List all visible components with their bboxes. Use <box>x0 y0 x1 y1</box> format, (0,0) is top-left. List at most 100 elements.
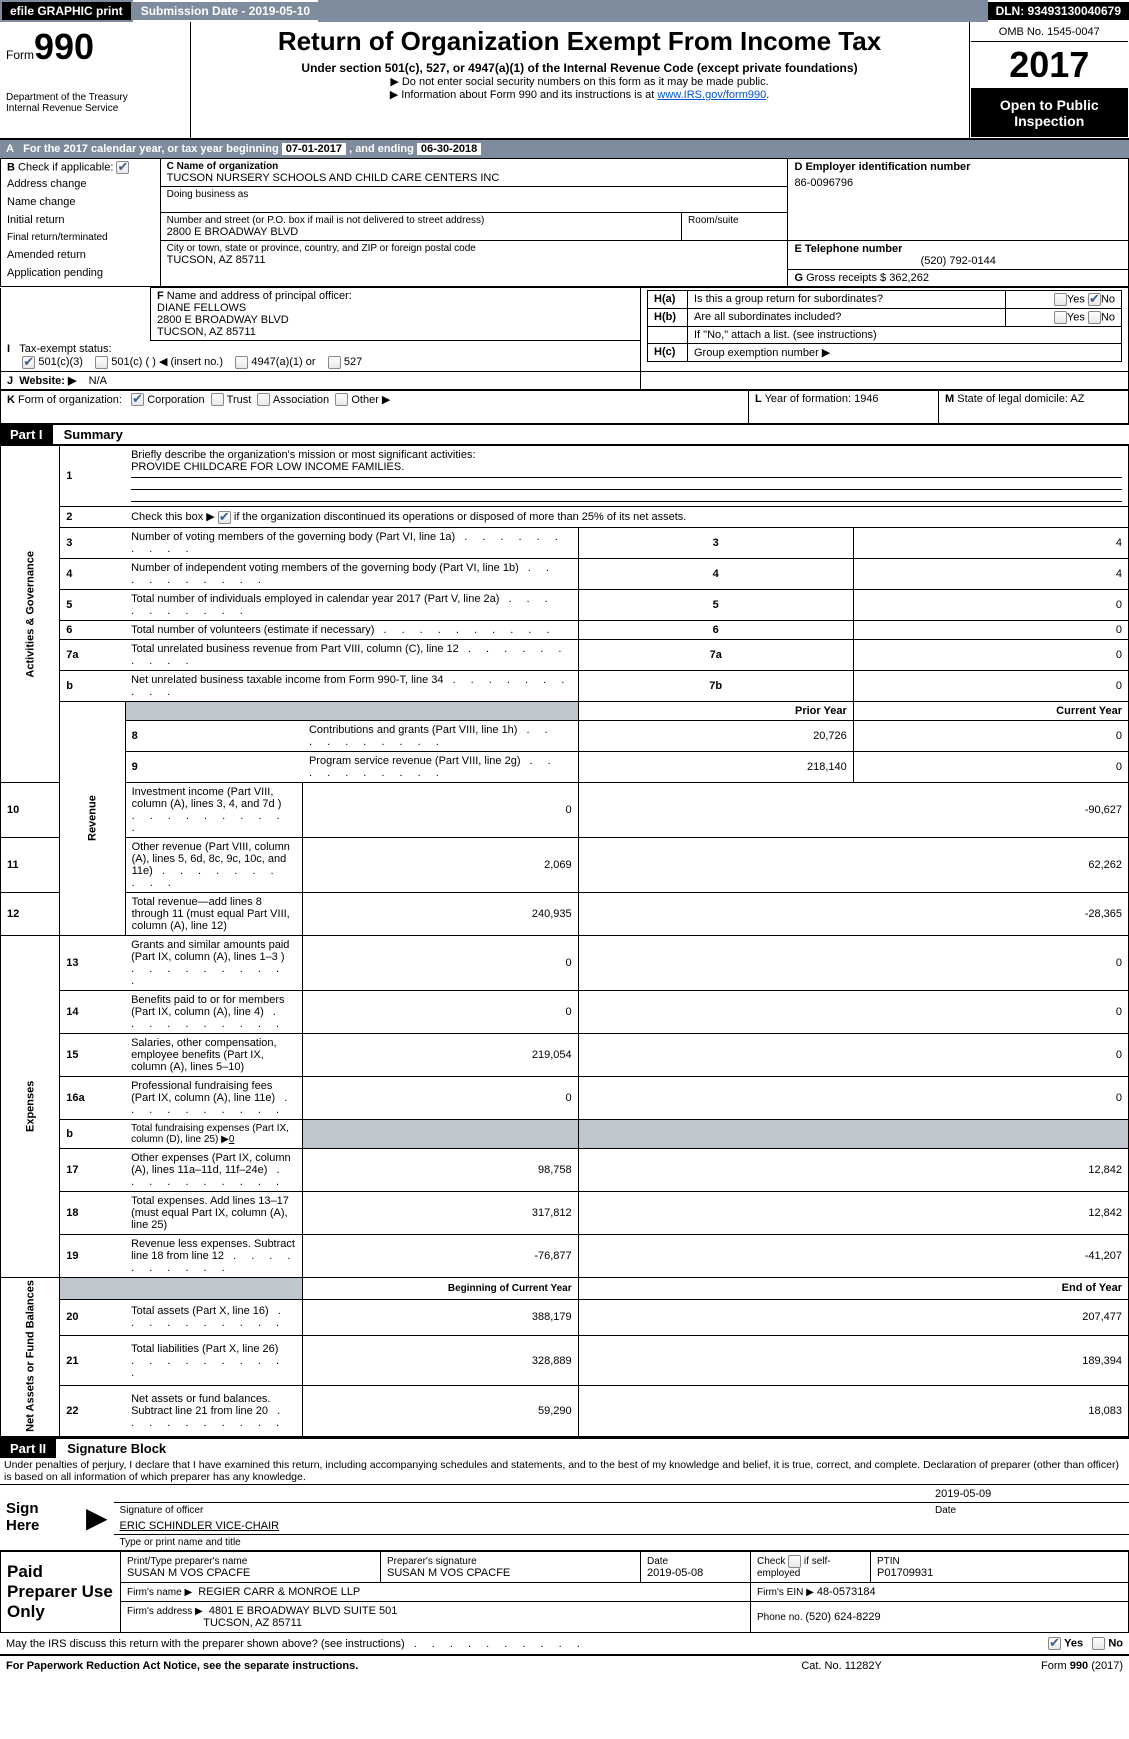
ha-no-checkbox[interactable] <box>1088 293 1101 306</box>
e16p: 0 <box>303 1076 578 1119</box>
part1-title: Summary <box>56 425 131 444</box>
r10c: -90,627 <box>578 782 1128 837</box>
firm-ein-value: 48-0573184 <box>817 1586 876 1598</box>
r11c: 62,262 <box>578 837 1128 892</box>
beg-year-header: Beginning of Current Year <box>303 1277 578 1299</box>
ha-label: H(a) <box>648 291 688 309</box>
assoc-checkbox[interactable] <box>257 393 270 406</box>
corp-checkbox[interactable] <box>131 393 144 406</box>
e13c: 0 <box>578 935 1128 990</box>
dept-treasury: Department of the Treasury <box>6 92 184 103</box>
chk-name-change: Name change <box>7 196 154 208</box>
side-netassets: Net Assets or Fund Balances <box>1 1277 60 1436</box>
chk-app-pending: Application pending <box>7 267 154 279</box>
other-checkbox[interactable] <box>335 393 348 406</box>
e18p: 317,812 <box>303 1191 578 1234</box>
r11p: 2,069 <box>303 837 578 892</box>
4947-checkbox[interactable] <box>235 356 248 369</box>
officer-street: 2800 E BROADWAY BLVD <box>157 314 289 326</box>
l16a-text: Professional fundraising fees (Part IX, … <box>125 1076 303 1119</box>
street-value: 2800 E BROADWAY BLVD <box>167 226 675 238</box>
name-title-label: Type or print name and title <box>114 1535 1129 1551</box>
e15c: 0 <box>578 1033 1128 1076</box>
sig-date-label: Date <box>929 1503 1129 1519</box>
n20b: 388,179 <box>303 1299 578 1335</box>
end-year-header: End of Year <box>578 1277 1128 1299</box>
hb-label: H(b) <box>648 309 688 327</box>
hb-yes-checkbox[interactable] <box>1054 311 1067 324</box>
l1-text: Briefly describe the organization's miss… <box>131 449 475 461</box>
e17c: 12,842 <box>578 1148 1128 1191</box>
l2-checkbox[interactable] <box>218 511 231 524</box>
l19-text: Revenue less expenses. Subtract line 18 … <box>125 1234 303 1277</box>
l20-text: Total assets (Part X, line 16) <box>125 1299 303 1335</box>
501c3-checkbox[interactable] <box>22 356 35 369</box>
l3-text: Number of voting members of the governin… <box>125 527 578 558</box>
501c-checkbox[interactable] <box>95 356 108 369</box>
r9p: 218,140 <box>578 751 853 782</box>
efile-print-button[interactable]: efile GRAPHIC print <box>0 0 133 22</box>
sig-officer-label: Signature of officer <box>114 1503 929 1519</box>
form-number: Form990 <box>6 26 184 68</box>
discuss-no-checkbox[interactable] <box>1092 1637 1105 1650</box>
checkbox-applicable[interactable] <box>116 161 129 174</box>
firm-name-value: REGIER CARR & MONROE LLP <box>198 1586 360 1598</box>
top-bar: efile GRAPHIC print Submission Date - 20… <box>0 0 1129 22</box>
e18c: 12,842 <box>578 1191 1128 1234</box>
e14c: 0 <box>578 990 1128 1033</box>
l16b-value: 0 <box>229 1134 235 1145</box>
note-ssn: ▶ Do not enter social security numbers o… <box>195 75 965 88</box>
dba-label: Doing business as <box>167 189 782 200</box>
n22e: 18,083 <box>578 1386 1128 1436</box>
irs-link[interactable]: www.IRS.gov/form990 <box>657 89 766 101</box>
submission-date: Submission Date - 2019-05-10 <box>133 2 318 20</box>
officer-printed-name: ERIC SCHINDLER VICE-CHAIR <box>114 1518 1129 1535</box>
l11-text: Other revenue (Part VIII, column (A), li… <box>125 837 303 892</box>
pra-notice: For Paperwork Reduction Act Notice, see … <box>6 1660 358 1672</box>
l4-value: 4 <box>853 558 1128 589</box>
n21e: 189,394 <box>578 1336 1128 1386</box>
officer-label: Name and address of principal officer: <box>167 290 352 302</box>
dln-label: DLN: 93493130040679 <box>988 2 1129 20</box>
org-name: TUCSON NURSERY SCHOOLS AND CHILD CARE CE… <box>167 172 782 184</box>
r10p: 0 <box>303 782 578 837</box>
omb-number: OMB No. 1545-0047 <box>971 23 1129 42</box>
l7a-value: 0 <box>853 639 1128 670</box>
penalty-text: Under penalties of perjury, I declare th… <box>0 1458 1129 1485</box>
discuss-yes-checkbox[interactable] <box>1048 1637 1061 1650</box>
r12p: 240,935 <box>303 892 578 935</box>
gross-receipts: G Gross receipts $ 362,262 <box>788 270 1129 287</box>
e16c: 0 <box>578 1076 1128 1119</box>
phone-value: (520) 792-0144 <box>794 255 1122 267</box>
firm-addr-label: Firm's address ▶ <box>127 1606 203 1617</box>
side-revenue: Revenue <box>60 701 125 935</box>
street-label: Number and street (or P.O. box if mail i… <box>167 215 675 226</box>
year-formation: Year of formation: 1946 <box>765 393 879 405</box>
l9-text: Program service revenue (Part VIII, line… <box>303 751 578 782</box>
part1-header: Part I <box>0 425 53 444</box>
ptin-label: PTIN <box>877 1556 1122 1567</box>
self-emp-checkbox[interactable] <box>788 1555 801 1568</box>
e19c: -41,207 <box>578 1234 1128 1277</box>
e13p: 0 <box>303 935 578 990</box>
firm-ein-label: Firm's EIN ▶ <box>757 1587 814 1598</box>
hb-no-checkbox[interactable] <box>1088 311 1101 324</box>
form-org-label: Form of organization: <box>18 394 122 406</box>
l6-value: 0 <box>853 620 1128 639</box>
website-label: Website: ▶ <box>19 375 76 387</box>
527-checkbox[interactable] <box>328 356 341 369</box>
l7b-text: Net unrelated business taxable income fr… <box>125 670 578 701</box>
e19p: -76,877 <box>303 1234 578 1277</box>
org-name-label: C Name of organization <box>167 161 782 172</box>
ha-yes-checkbox[interactable] <box>1054 293 1067 306</box>
r8c: 0 <box>853 720 1128 751</box>
hb-text: Are all subordinates included? <box>688 309 1006 327</box>
firm-name-label: Firm's name ▶ <box>127 1587 192 1598</box>
trust-checkbox[interactable] <box>211 393 224 406</box>
prep-sig-label: Preparer's signature <box>387 1556 634 1567</box>
open-to-public: Open to Public Inspection <box>971 89 1129 137</box>
side-expenses: Expenses <box>1 935 60 1277</box>
chk-address-change: Address change <box>7 178 154 190</box>
l7a-text: Total unrelated business revenue from Pa… <box>125 639 578 670</box>
hc-label: H(c) <box>648 344 688 362</box>
